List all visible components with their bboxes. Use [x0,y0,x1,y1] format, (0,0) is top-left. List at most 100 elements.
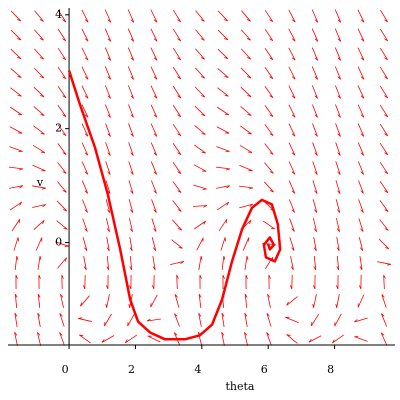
field-arrow [285,316,299,323]
field-arrow [286,296,298,306]
field-arrow [57,47,67,61]
field-arrow [264,28,274,42]
field-arrow [267,293,271,308]
field-arrow [288,9,296,23]
field-arrow [128,161,134,175]
field-arrow [37,312,41,327]
field-arrow [172,47,182,61]
field-arrow [268,274,271,290]
field-arrow [222,274,225,290]
field-arrow [264,143,274,155]
field-arrow [61,274,64,290]
field-arrow [288,142,296,156]
field-arrow [81,47,89,61]
field-arrow [358,180,364,194]
field-arrow [106,274,109,290]
field-arrow [82,237,88,251]
field-arrow [194,144,206,154]
field-arrow [264,9,274,23]
field-arrow [289,218,295,232]
field-arrow [81,66,89,80]
field-arrow [81,104,89,118]
field-arrow [170,260,185,266]
field-arrow [198,293,202,308]
field-arrow [194,125,206,135]
field-arrow [288,104,296,118]
field-arrow [9,106,23,116]
field-arrow [105,294,110,308]
field-arrow [150,66,158,80]
field-arrow [331,334,344,344]
field-arrow [106,237,110,252]
field-arrow [194,86,206,98]
field-arrow [104,85,112,99]
field-arrow [334,28,342,42]
field-arrow [10,10,22,22]
field-arrow [288,199,296,213]
field-arrow [358,237,364,252]
field-arrow [335,161,341,175]
field-arrow [33,86,45,98]
field-arrow [9,126,23,134]
field-arrow [381,294,387,308]
field-arrow [240,67,252,79]
x-axis-label: theta [226,380,255,393]
field-arrow [129,255,133,271]
field-arrow [244,312,248,327]
field-arrow [334,313,342,327]
field-arrow [13,237,19,251]
field-arrow [14,312,18,327]
field-arrow [241,10,251,22]
field-arrow [335,85,341,99]
field-arrow [57,105,67,118]
field-arrow [335,180,341,194]
field-arrow [59,293,65,308]
field-arrow [9,166,24,171]
field-arrow [310,313,320,327]
field-arrow [33,220,45,230]
field-arrow [357,28,365,42]
field-arrow [194,220,207,230]
field-arrow [239,203,253,209]
field-arrow [151,218,157,232]
x-tick-label: 2 [128,363,135,376]
field-arrow [264,181,275,193]
field-arrow [36,331,42,346]
field-arrow [312,180,318,194]
field-arrow [312,123,318,137]
field-arrow [57,124,67,137]
field-arrow [82,199,88,213]
field-arrow [264,86,274,99]
field-arrow [286,334,298,344]
field-arrow [193,164,207,172]
field-arrow [336,218,340,233]
field-arrow [124,334,138,344]
field-arrow [172,219,182,231]
x-tick-label: 0 [62,363,69,376]
field-arrow [217,10,229,22]
field-arrow [38,274,41,290]
x-tick-label: 8 [327,363,334,376]
field-arrow [128,104,134,118]
field-arrow [358,199,364,213]
field-arrow [312,218,318,233]
field-arrow [101,335,115,343]
field-arrow [357,47,365,61]
field-arrow [195,48,205,60]
field-arrow [335,142,341,156]
field-arrow [379,9,389,23]
field-arrow [335,294,340,308]
field-arrow [312,161,318,175]
field-arrow [357,123,365,137]
field-arrow [308,335,322,343]
field-arrow [357,66,365,80]
field-arrow [311,28,319,42]
field-arrow [379,219,389,231]
field-arrow [57,9,67,23]
field-arrow [217,29,229,41]
field-arrow [10,201,23,211]
field-arrow [55,241,69,247]
field-arrow [81,142,89,156]
field-arrow [241,29,251,41]
